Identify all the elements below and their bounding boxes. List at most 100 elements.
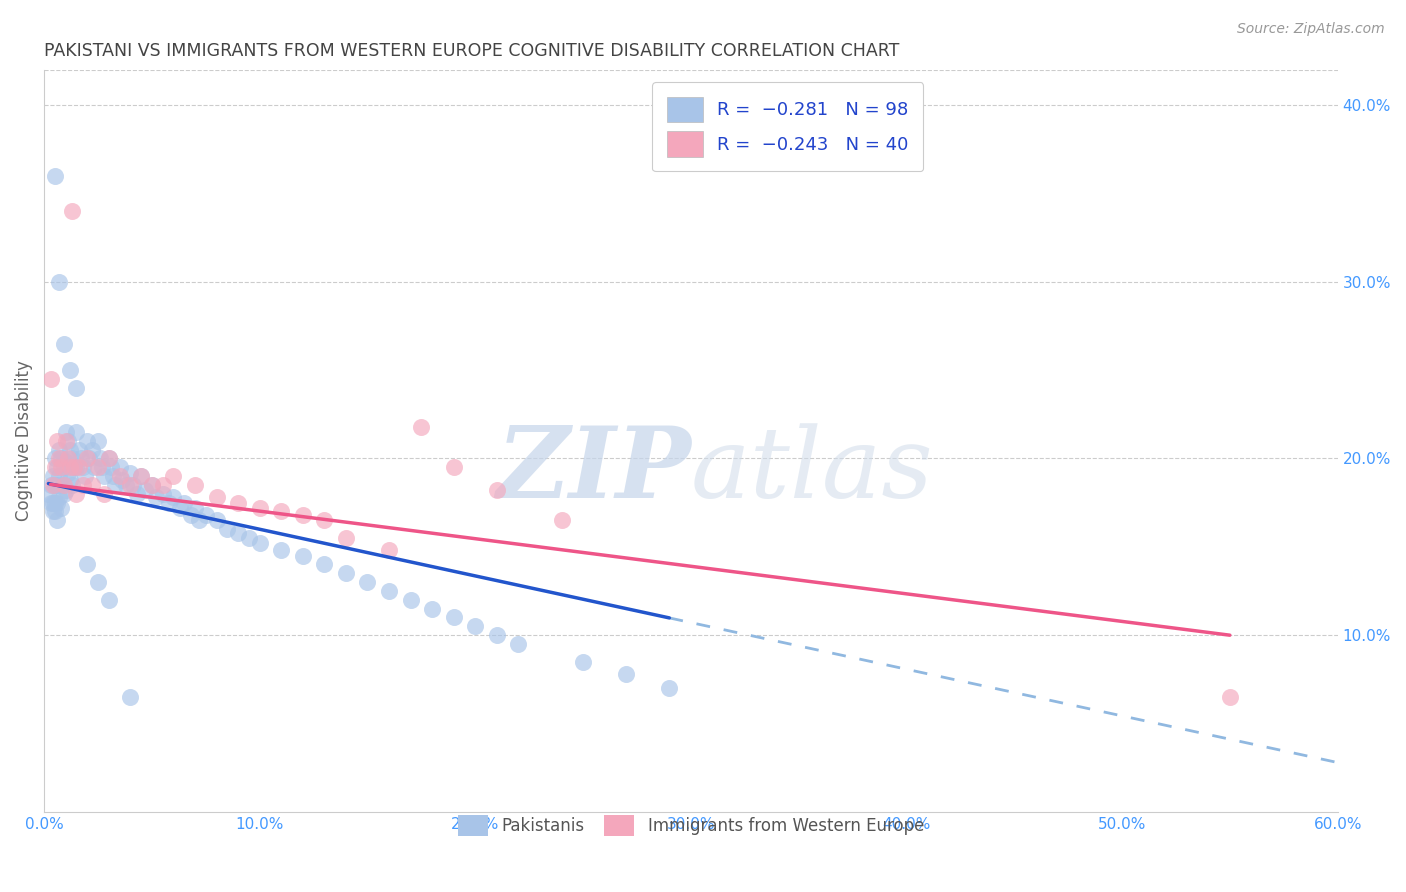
Point <box>46 478 69 492</box>
Point <box>59 460 82 475</box>
Point <box>97 592 120 607</box>
Point <box>44 460 66 475</box>
Point <box>270 504 292 518</box>
Legend: Pakistanis, Immigrants from Western Europe: Pakistanis, Immigrants from Western Euro… <box>450 806 932 845</box>
Point <box>76 434 98 448</box>
Point <box>48 451 70 466</box>
Point <box>1219 690 1241 704</box>
Point <box>226 495 249 509</box>
Point <box>60 204 83 219</box>
Point <box>115 478 138 492</box>
Point <box>120 478 142 492</box>
Point <box>226 525 249 540</box>
Point <box>52 336 75 351</box>
Point <box>108 460 131 475</box>
Point <box>63 460 86 475</box>
Text: Source: ZipAtlas.com: Source: ZipAtlas.com <box>1237 22 1385 37</box>
Point <box>134 483 156 498</box>
Point <box>52 478 75 492</box>
Point <box>162 491 184 505</box>
Point <box>60 451 83 466</box>
Point <box>72 460 94 475</box>
Point <box>42 504 65 518</box>
Point <box>52 487 75 501</box>
Point <box>411 419 433 434</box>
Point <box>46 434 69 448</box>
Point <box>65 381 87 395</box>
Point <box>152 487 174 501</box>
Point <box>314 513 336 527</box>
Point <box>55 434 77 448</box>
Point <box>291 549 314 563</box>
Point <box>270 543 292 558</box>
Point <box>162 469 184 483</box>
Point <box>56 434 79 448</box>
Point <box>443 610 465 624</box>
Text: ZIP: ZIP <box>496 422 690 519</box>
Point <box>485 628 508 642</box>
Point <box>658 681 681 695</box>
Point <box>67 442 90 457</box>
Point <box>111 473 134 487</box>
Point <box>56 466 79 480</box>
Point <box>180 508 202 522</box>
Point <box>356 575 378 590</box>
Point <box>485 483 508 498</box>
Point <box>399 592 422 607</box>
Point <box>76 558 98 572</box>
Point <box>46 460 69 475</box>
Point <box>79 451 101 466</box>
Point <box>51 478 73 492</box>
Point <box>184 500 207 515</box>
Point <box>141 478 163 492</box>
Point <box>249 500 271 515</box>
Point <box>63 460 86 475</box>
Point <box>87 460 110 475</box>
Point <box>145 491 167 505</box>
Point <box>72 478 94 492</box>
Point <box>59 363 82 377</box>
Point <box>93 487 115 501</box>
Point <box>80 478 103 492</box>
Point <box>51 460 73 475</box>
Point <box>52 460 75 475</box>
Point <box>48 275 70 289</box>
Point <box>60 478 83 492</box>
Point <box>120 466 142 480</box>
Point <box>42 495 65 509</box>
Point <box>39 478 62 492</box>
Point <box>93 469 115 483</box>
Point <box>100 460 122 475</box>
Point <box>314 558 336 572</box>
Point <box>44 451 66 466</box>
Point <box>129 469 152 483</box>
Point <box>91 460 114 475</box>
Point <box>59 473 82 487</box>
Point <box>205 491 228 505</box>
Point <box>97 451 120 466</box>
Point <box>572 655 595 669</box>
Point <box>614 667 637 681</box>
Point <box>87 575 110 590</box>
Point <box>129 469 152 483</box>
Point <box>55 455 77 469</box>
Point <box>108 469 131 483</box>
Point <box>51 500 73 515</box>
Point <box>80 442 103 457</box>
Point <box>205 513 228 527</box>
Point <box>443 460 465 475</box>
Point <box>157 495 180 509</box>
Point <box>65 487 87 501</box>
Point <box>46 513 69 527</box>
Point <box>217 522 239 536</box>
Point <box>173 495 195 509</box>
Point <box>83 460 105 475</box>
Point <box>46 495 69 509</box>
Point <box>378 543 401 558</box>
Point <box>378 584 401 599</box>
Point <box>101 469 124 483</box>
Point <box>51 451 73 466</box>
Point <box>44 504 66 518</box>
Text: PAKISTANI VS IMMIGRANTS FROM WESTERN EUROPE COGNITIVE DISABILITY CORRELATION CHA: PAKISTANI VS IMMIGRANTS FROM WESTERN EUR… <box>44 42 900 60</box>
Point <box>44 495 66 509</box>
